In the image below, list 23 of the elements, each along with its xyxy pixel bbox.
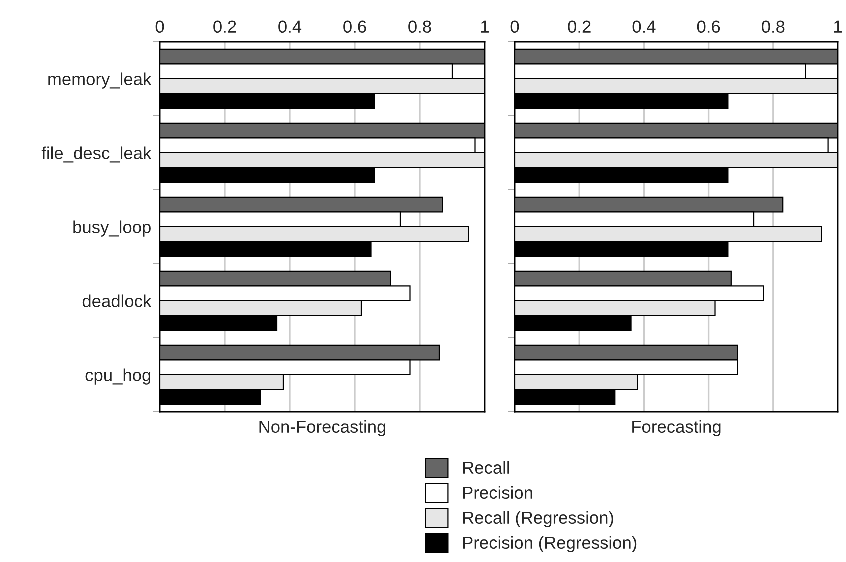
x-tick-label: 0.4 (278, 20, 302, 34)
x-tick-label: 0.8 (408, 20, 432, 34)
legend-label: Recall (464, 461, 510, 474)
y-tick-label: file_desc_leak (42, 146, 152, 163)
x-axis-title: Forecasting (632, 420, 721, 437)
x-tick-label: 0 (156, 20, 164, 34)
y-tick-label: busy_loop (74, 220, 151, 237)
x-tick-label: 0.2 (214, 20, 236, 34)
y-tick-label: deadlock (82, 294, 152, 308)
x-tick-label: 1 (481, 20, 489, 33)
legend-label: Recall (Regression) (464, 511, 614, 528)
legend-label: Precision (464, 486, 532, 500)
x-tick-label: 0.4 (632, 20, 656, 34)
x-axis-title: Non-Forecasting (260, 420, 386, 437)
x-tick-label: 0.6 (344, 20, 366, 34)
legend-label: Precision (Regression) (464, 536, 637, 553)
x-tick-label: 1 (834, 20, 842, 33)
x-tick-label: 0.2 (568, 20, 591, 34)
x-tick-label: 0 (510, 20, 520, 34)
x-tick-label: 0.8 (762, 20, 785, 34)
y-tick-label: cpu_hog (86, 368, 151, 385)
x-tick-label: 0.6 (697, 20, 720, 34)
y-tick-label: memory_leak (48, 72, 152, 89)
